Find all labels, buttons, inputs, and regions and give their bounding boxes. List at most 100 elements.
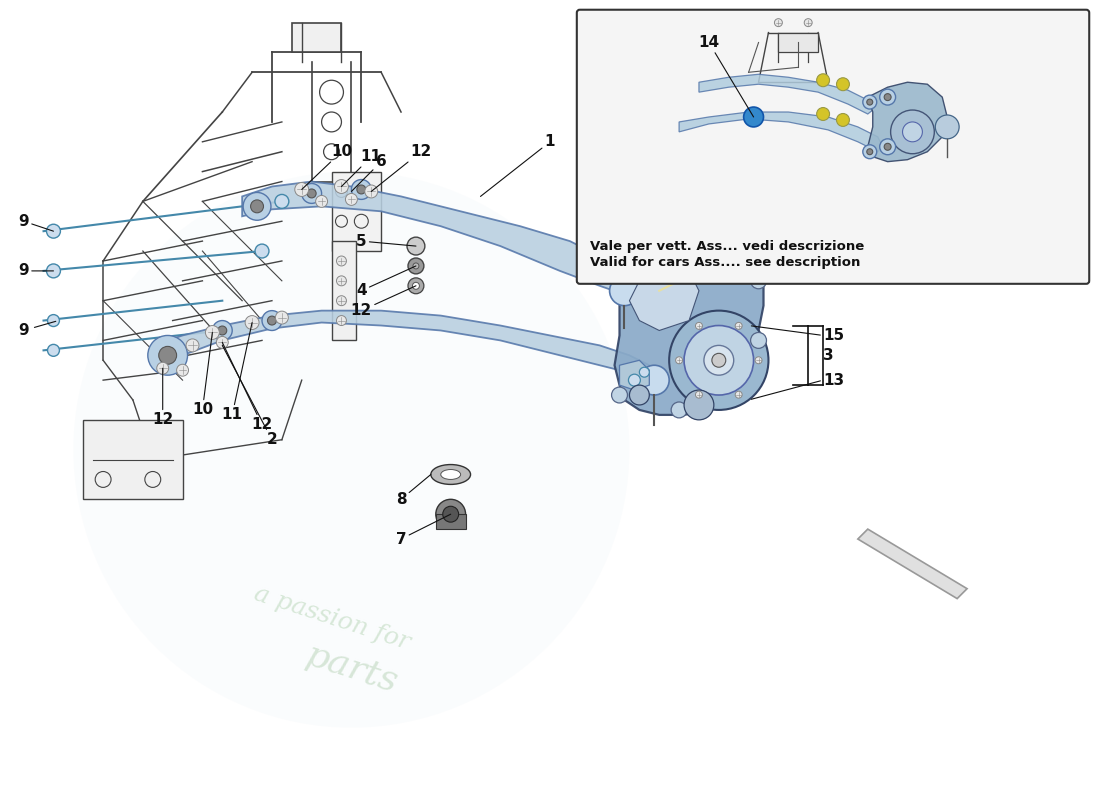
Circle shape: [275, 194, 289, 208]
Circle shape: [245, 315, 258, 330]
Circle shape: [695, 322, 703, 330]
Circle shape: [880, 89, 895, 105]
Circle shape: [816, 74, 829, 86]
Text: 12: 12: [372, 144, 431, 191]
Text: 15: 15: [823, 328, 844, 343]
Text: 4: 4: [356, 266, 416, 298]
Circle shape: [301, 183, 321, 203]
Polygon shape: [619, 360, 649, 390]
Circle shape: [704, 346, 734, 375]
Text: 8: 8: [396, 474, 431, 507]
Circle shape: [407, 237, 425, 255]
Text: 11: 11: [341, 150, 382, 186]
Circle shape: [884, 94, 891, 101]
Circle shape: [902, 122, 923, 142]
Text: Vale per vett. Ass... vedi descrizione: Vale per vett. Ass... vedi descrizione: [590, 239, 864, 253]
Circle shape: [862, 145, 877, 158]
Circle shape: [408, 258, 424, 274]
FancyBboxPatch shape: [576, 10, 1089, 284]
Text: 9: 9: [19, 214, 54, 231]
Polygon shape: [698, 74, 872, 114]
Polygon shape: [868, 82, 947, 162]
Circle shape: [158, 346, 177, 364]
Circle shape: [712, 354, 726, 367]
Text: 1: 1: [481, 134, 556, 197]
Circle shape: [836, 114, 849, 126]
Circle shape: [267, 316, 276, 325]
Circle shape: [695, 391, 703, 398]
Polygon shape: [858, 529, 967, 598]
Circle shape: [891, 110, 934, 154]
Circle shape: [147, 335, 187, 375]
Text: 5: 5: [356, 234, 416, 249]
Circle shape: [880, 139, 895, 154]
Circle shape: [334, 179, 349, 194]
Circle shape: [639, 366, 669, 395]
Circle shape: [684, 390, 714, 420]
Polygon shape: [242, 182, 629, 293]
Bar: [779, 33, 818, 53]
Circle shape: [774, 18, 782, 26]
Circle shape: [365, 185, 377, 198]
Circle shape: [337, 296, 346, 306]
Polygon shape: [679, 112, 882, 152]
Text: 10: 10: [301, 144, 352, 190]
Circle shape: [436, 499, 465, 529]
Circle shape: [639, 367, 649, 377]
Circle shape: [735, 322, 743, 330]
Text: 10: 10: [191, 333, 213, 418]
Text: 3: 3: [823, 348, 834, 363]
Circle shape: [627, 219, 671, 263]
Circle shape: [735, 391, 743, 398]
Circle shape: [186, 339, 199, 352]
Circle shape: [862, 95, 877, 109]
Circle shape: [629, 385, 649, 405]
Circle shape: [157, 362, 168, 374]
Circle shape: [612, 387, 627, 403]
Circle shape: [337, 315, 346, 326]
Circle shape: [337, 276, 346, 286]
Circle shape: [251, 200, 264, 213]
Text: 11: 11: [222, 322, 252, 422]
Circle shape: [412, 263, 419, 269]
Circle shape: [46, 264, 60, 278]
Text: 9: 9: [19, 322, 56, 338]
Circle shape: [935, 115, 959, 139]
Circle shape: [442, 506, 459, 522]
Circle shape: [74, 171, 629, 728]
Circle shape: [255, 244, 270, 258]
Circle shape: [412, 282, 419, 290]
Bar: [331, 171, 382, 251]
Text: 9: 9: [19, 263, 54, 278]
Circle shape: [730, 228, 747, 244]
Circle shape: [218, 326, 227, 335]
Text: 6: 6: [351, 154, 386, 191]
Circle shape: [217, 337, 229, 348]
Circle shape: [307, 189, 316, 198]
Circle shape: [337, 256, 346, 266]
Circle shape: [275, 311, 288, 324]
Circle shape: [744, 107, 763, 127]
Circle shape: [206, 326, 219, 339]
Circle shape: [47, 314, 59, 326]
Circle shape: [675, 357, 683, 364]
Circle shape: [295, 182, 309, 197]
Circle shape: [351, 179, 372, 199]
Circle shape: [836, 78, 849, 90]
Circle shape: [46, 224, 60, 238]
Text: 2: 2: [222, 346, 277, 447]
Circle shape: [408, 278, 424, 294]
Text: 12: 12: [222, 342, 273, 432]
Circle shape: [750, 273, 767, 289]
Circle shape: [609, 276, 639, 306]
Polygon shape: [615, 203, 763, 415]
Circle shape: [345, 194, 358, 206]
Text: Valid for cars Ass.... see description: Valid for cars Ass.... see description: [590, 257, 860, 270]
Circle shape: [750, 333, 767, 348]
Polygon shape: [153, 310, 659, 385]
Bar: [292, 22, 341, 53]
Circle shape: [47, 344, 59, 356]
Circle shape: [816, 107, 829, 121]
Circle shape: [212, 321, 232, 341]
Circle shape: [755, 357, 762, 364]
